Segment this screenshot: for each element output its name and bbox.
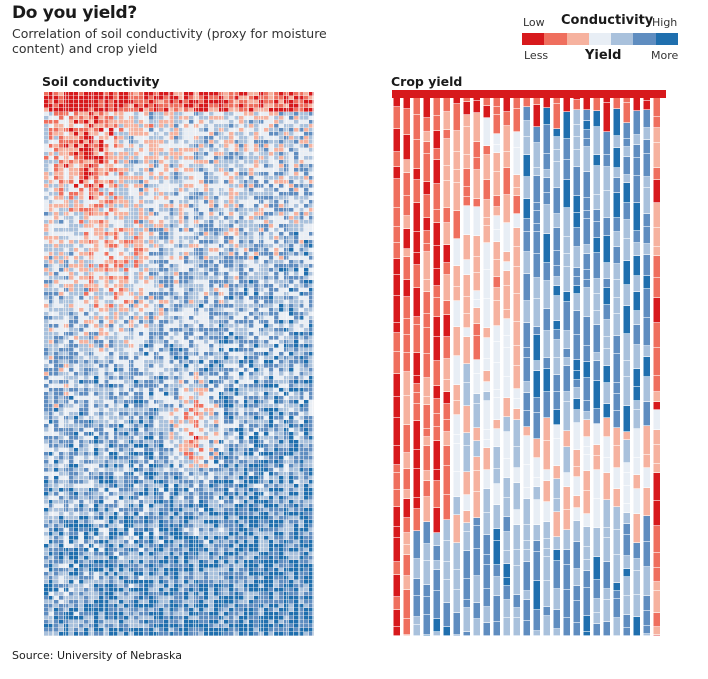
legend-swatch bbox=[544, 33, 567, 45]
legend-swatch bbox=[588, 33, 612, 45]
chart-title: Do you yield? bbox=[12, 3, 137, 23]
legend-conductivity-label: Conductivity bbox=[561, 13, 654, 28]
legend-swatch bbox=[655, 33, 678, 45]
soil-conductivity-label: Soil conductivity bbox=[42, 74, 160, 89]
legend-swatch bbox=[566, 33, 589, 45]
legend-less-label: Less bbox=[524, 49, 549, 62]
legend-swatch bbox=[633, 33, 656, 45]
legend-color-scale bbox=[522, 33, 678, 45]
legend-more-label: More bbox=[651, 49, 679, 62]
legend-yield-label: Yield bbox=[585, 48, 622, 63]
source-note: Source: University of Nebraska bbox=[12, 649, 182, 662]
legend-swatch bbox=[522, 33, 545, 45]
soil-conductivity-map bbox=[44, 92, 314, 636]
legend-swatch bbox=[611, 33, 634, 45]
crop-yield-label: Crop yield bbox=[391, 74, 463, 89]
chart-subtitle: Correlation of soil conductivity (proxy … bbox=[12, 26, 327, 56]
legend-high-label: High bbox=[652, 16, 678, 29]
legend-low-label: Low bbox=[523, 16, 545, 29]
crop-yield-map bbox=[392, 90, 666, 636]
